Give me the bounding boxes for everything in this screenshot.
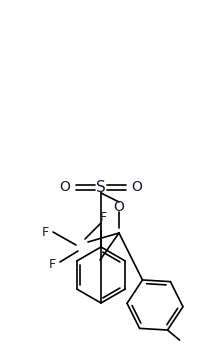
Text: O: O: [113, 200, 124, 214]
Text: O: O: [131, 180, 142, 194]
Text: F: F: [48, 258, 55, 271]
Text: F: F: [99, 211, 106, 223]
Text: F: F: [41, 226, 48, 238]
Text: O: O: [59, 180, 70, 194]
Text: S: S: [96, 179, 105, 194]
